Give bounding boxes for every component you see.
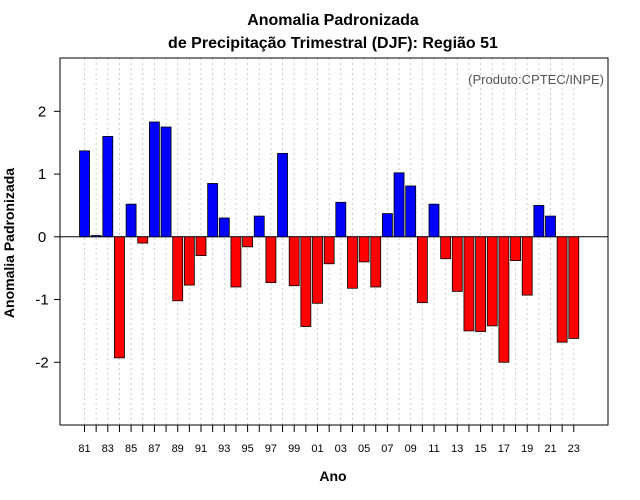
x-tick-label: 21 [544, 443, 556, 455]
y-axis-label: Anomalia Padronizada [1, 168, 17, 318]
plot-frame [59, 57, 609, 426]
bar-2001 [312, 236, 323, 304]
x-tick-label: 89 [172, 443, 184, 455]
y-tick-label: 0 [38, 229, 46, 246]
bar-2000 [300, 236, 312, 327]
bar-2011 [428, 203, 440, 238]
bar-1991 [195, 236, 207, 257]
x-tick-label: 09 [405, 443, 417, 455]
chart-title-line1: Anomalia Padronizada [247, 12, 419, 29]
bar-1995 [242, 236, 254, 248]
x-tick-label: 87 [148, 443, 160, 455]
bar-1985 [125, 203, 137, 238]
x-tick-label: 17 [498, 443, 510, 455]
bar-2006 [370, 236, 382, 288]
y-axis: -2 -1 0 1 2 [35, 103, 60, 371]
bar-1998 [277, 152, 288, 238]
y-tick-label: 2 [38, 103, 46, 120]
bar-2014 [463, 236, 475, 332]
bar-1981 [79, 150, 90, 238]
bar-1986 [137, 236, 149, 244]
bar-2009 [405, 185, 417, 238]
x-tick-label: 11 [428, 443, 439, 455]
bar-2017 [498, 236, 510, 363]
bar-1997 [265, 236, 277, 283]
x-axis-label: Ano [319, 468, 346, 484]
x-tick-label: 13 [451, 443, 463, 455]
bar-1984 [114, 236, 125, 359]
bar-1982 [90, 235, 102, 238]
x-tick-label: 07 [381, 443, 393, 455]
bar-2005 [358, 236, 370, 263]
bar-2007 [381, 213, 393, 238]
bar-2010 [416, 236, 428, 304]
bar-1994 [230, 236, 242, 288]
x-tick-label: 15 [474, 443, 486, 455]
bar-1996 [253, 215, 265, 238]
x-tick-label: 91 [195, 443, 207, 455]
x-tick-label: 85 [125, 443, 137, 455]
source-annotation: (Produto:CPTEC/INPE) [468, 72, 604, 87]
bar-2012 [440, 236, 452, 260]
bar-1989 [172, 236, 184, 302]
bar-2002 [323, 236, 335, 265]
bar-2015 [475, 236, 487, 332]
grid-lines [84, 58, 575, 425]
x-tick-label: 95 [241, 443, 253, 455]
x-tick-label: 03 [335, 443, 347, 455]
y-tick-label: -1 [35, 292, 48, 309]
x-tick-label: 05 [358, 443, 370, 455]
x-tick-label: 19 [521, 443, 533, 455]
bar-1983 [102, 136, 114, 238]
bar-1987 [148, 121, 160, 238]
bar-1992 [207, 183, 219, 238]
bar-2023 [568, 236, 580, 339]
x-tick-label: 23 [568, 443, 580, 455]
bar-1988 [160, 126, 172, 238]
bar-2020 [533, 205, 545, 238]
bar-1999 [288, 236, 300, 287]
bar-1990 [183, 236, 195, 286]
chart-title-line2: de Precipitação Trimestral (DJF): Região… [168, 35, 498, 52]
bar-2008 [393, 172, 405, 238]
x-tick-label: 01 [311, 443, 323, 455]
bar-2003 [335, 201, 347, 238]
x-tick-label: 81 [78, 443, 90, 455]
x-axis: 81 83 85 87 89 91 93 95 97 99 01 03 05 07 09 11 13 15 17 19… [78, 425, 580, 455]
x-tick-label: 83 [102, 443, 114, 455]
y-tick-label: -2 [35, 354, 48, 371]
bar-2022 [556, 236, 568, 343]
bar-1993 [218, 217, 230, 238]
x-tick-label: 93 [218, 443, 230, 455]
bar-2016 [486, 236, 498, 327]
bar-2018 [510, 236, 521, 262]
bar-2019 [521, 236, 533, 296]
y-tick-label: 1 [38, 166, 46, 183]
bar-2004 [347, 236, 358, 289]
bars [79, 121, 580, 363]
x-tick-label: 97 [265, 443, 277, 455]
bar-2013 [451, 236, 463, 292]
bar-2021 [545, 215, 556, 238]
x-tick-label: 99 [288, 443, 300, 455]
